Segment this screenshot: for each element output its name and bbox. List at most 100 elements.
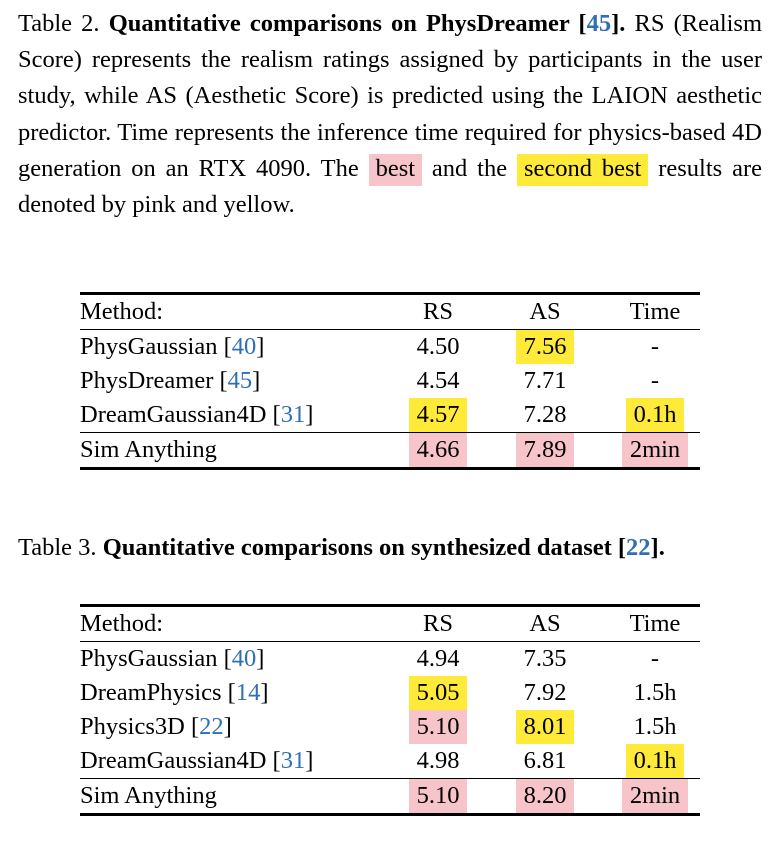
method-cell: Physics3D [22] [80,710,396,744]
table2-title: Quantitative comparisons on PhysDreamer … [108,10,626,37]
table3-caption: Table 3. Quantitative comparisons on syn… [18,530,762,566]
as-cell: 6.81 [480,744,610,779]
method-cell: PhysGaussian [40] [80,329,396,364]
table2-label: Table 2. [18,10,100,37]
as-cell: 7.89 [480,432,610,470]
method-cell: Sim Anything [80,778,396,816]
table2-caption: Table 2. Quantitative comparisons on Phy… [18,10,763,219]
as-value: 6.81 [523,747,567,774]
as-value: 7.35 [523,645,567,672]
rs-value: 4.50 [416,333,460,360]
method-name: PhysGaussian [ [80,333,232,360]
as-value: 7.28 [523,401,567,428]
rs-value: 4.94 [416,645,460,672]
as-value: 7.92 [523,679,567,706]
method-cell: Sim Anything [80,432,396,470]
as-value: 7.71 [523,367,567,394]
citation-link[interactable]: 45 [586,10,612,37]
citation-link[interactable]: 14 [235,679,261,706]
citation-link[interactable]: 31 [280,401,306,428]
rs-cell: 5.10 [396,710,480,744]
as-value: 8.20 [515,779,575,813]
rs-cell: 4.57 [396,398,480,433]
as-cell: 7.56 [480,329,610,364]
method-name: PhysDreamer [ [80,367,228,394]
method-name: PhysGaussian [ [80,645,232,672]
time-cell: - [610,641,700,676]
as-cell: 7.35 [480,641,610,676]
time-value: - [650,645,660,672]
as-cell: 7.28 [480,398,610,433]
time-value: 2min [621,779,689,813]
time-cell: 2min [610,432,700,470]
rs-value: 5.05 [408,676,468,710]
as-cell: 7.71 [480,364,610,398]
as-cell: 8.01 [480,710,610,744]
table-row: DreamGaussian4D [31] 4.57 7.28 0.1h [80,398,700,433]
as-cell: 7.92 [480,676,610,710]
rs-value: 5.10 [408,779,468,813]
header-rs: RS [396,292,480,330]
as-value: 8.01 [515,710,575,744]
rs-cell: 4.66 [396,432,480,470]
rs-cell: 4.54 [396,364,480,398]
method-name: Physics3D [ [80,713,200,740]
citation-link[interactable]: 40 [231,645,257,672]
table-row: PhysGaussian [40] 4.50 7.56 - [80,329,700,364]
method-name: DreamGaussian4D [ [80,401,281,428]
rs-value: 4.54 [416,367,460,394]
as-value: 7.89 [515,433,575,467]
method-cell: DreamPhysics [14] [80,676,396,710]
header-time: Time [610,604,700,642]
rs-value: 5.10 [408,710,468,744]
time-cell: 0.1h [610,744,700,779]
table-row: DreamGaussian4D [31] 4.98 6.81 0.1h [80,744,700,779]
method-name: Sim Anything [80,436,217,463]
citation-bracket: ] [260,679,269,706]
citation-link[interactable]: 40 [231,333,257,360]
table-header-row: Method: RS AS Time [80,604,700,642]
header-method: Method: [80,292,396,330]
table3-title: Quantitative comparisons on synthesized … [102,534,665,561]
rs-cell: 5.05 [396,676,480,710]
method-cell: DreamGaussian4D [31] [80,398,396,433]
citation-bracket: ] [305,401,314,428]
citation-link[interactable]: 22 [199,713,224,740]
time-cell: 0.1h [610,398,700,433]
time-cell: - [610,364,700,398]
table-row: PhysDreamer [45] 4.54 7.71 - [80,364,700,398]
table-row: Physics3D [22] 5.10 8.01 1.5h [80,710,700,744]
header-rs: RS [396,604,480,642]
time-value: - [650,367,660,394]
rs-value: 4.66 [408,433,468,467]
as-value: 7.56 [515,330,575,364]
table3-label: Table 3. [18,534,97,561]
citation-bracket: ] [305,747,314,774]
rs-value: 4.98 [416,747,460,774]
method-name: DreamPhysics [ [80,679,236,706]
rs-cell: 4.98 [396,744,480,779]
time-value: 0.1h [625,398,685,432]
header-as: AS [480,604,610,642]
time-cell: - [610,329,700,364]
header-time: Time [610,292,700,330]
citation-link[interactable]: 45 [227,367,253,394]
header-as: AS [480,292,610,330]
rs-cell: 5.10 [396,778,480,816]
table-row: Sim Anything 4.66 7.89 2min [80,432,700,470]
citation-bracket: ] [252,367,261,394]
rs-cell: 4.94 [396,641,480,676]
second-best-legend-swatch: second best [516,153,649,186]
table3: Method: RS AS Time PhysGaussian [40] 4.94… [80,604,700,816]
time-cell: 1.5h [610,710,700,744]
rs-cell: 4.50 [396,329,480,364]
method-cell: PhysDreamer [45] [80,364,396,398]
time-value: - [650,333,660,360]
time-value: 1.5h [633,713,677,740]
citation-link[interactable]: 22 [626,534,651,561]
table-header-row: Method: RS AS Time [80,292,700,330]
table-row: PhysGaussian [40] 4.94 7.35 - [80,641,700,676]
citation-link[interactable]: 31 [280,747,306,774]
header-method: Method: [80,604,396,642]
citation-bracket: ] [256,645,265,672]
